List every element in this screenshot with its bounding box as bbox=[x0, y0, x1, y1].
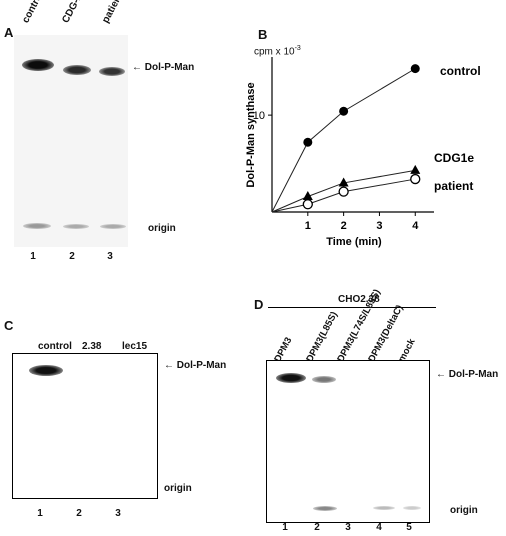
panel-c-lane-label: control bbox=[38, 341, 72, 352]
time-course-chart: 1 2 3 4 10 Dol-P-Man synthase Time (min) co… bbox=[245, 57, 481, 248]
panel-c-letter: C bbox=[4, 318, 14, 333]
y-axis-label: Dol-P-Man synthase bbox=[245, 82, 257, 187]
unit-prefix: cpm x 10 bbox=[254, 46, 295, 58]
series-label-patient: patient bbox=[434, 179, 473, 193]
panel-d-lane-label: DPM3(L85S) bbox=[304, 309, 341, 364]
data-point-patient bbox=[338, 186, 349, 197]
band-origin bbox=[63, 224, 89, 229]
cell-line-bracket bbox=[268, 307, 436, 308]
panel-d-product-label: Dol-P-Man bbox=[448, 369, 499, 380]
band-dol-p-man bbox=[99, 67, 125, 76]
panel-d-cell-line: CHO2.38 bbox=[338, 294, 380, 305]
data-point-control bbox=[410, 64, 420, 74]
panel-a-lane-number: 1 bbox=[30, 251, 36, 262]
data-point-cdg1e bbox=[338, 177, 349, 187]
panel-a-gel bbox=[14, 35, 128, 247]
series-line-cdg1e bbox=[271, 169, 416, 213]
panel-d-origin-label: origin bbox=[450, 505, 478, 516]
panel-d-lane-number: 2 bbox=[314, 522, 320, 533]
chart-axes bbox=[271, 57, 434, 213]
x-tick-label: 2 bbox=[341, 220, 347, 232]
series-label-cdg1e: CDG1e bbox=[434, 151, 474, 165]
panel-a-lane-number: 3 bbox=[107, 251, 113, 262]
panel-c-gel bbox=[12, 353, 158, 499]
band-origin bbox=[100, 224, 126, 229]
panel-d-letter: D bbox=[254, 297, 264, 312]
band-origin bbox=[373, 506, 395, 510]
band-origin bbox=[313, 506, 337, 511]
band-dol-p-man bbox=[22, 59, 54, 71]
panel-c-product-marker: ← Dol-P-Man bbox=[164, 360, 226, 371]
panel-d-lane-number: 1 bbox=[282, 522, 288, 533]
y-tick-label: 10 bbox=[253, 110, 265, 122]
data-point-control bbox=[303, 137, 313, 147]
arrow-left-icon: ← bbox=[164, 360, 174, 371]
panel-d-gel bbox=[266, 360, 430, 523]
panel-a-lane-label: control bbox=[20, 0, 46, 25]
panel-a-letter: A bbox=[4, 25, 14, 40]
data-point-control bbox=[339, 106, 349, 116]
panel-c-origin-label: origin bbox=[164, 483, 192, 494]
arrow-left-icon: ← bbox=[436, 369, 446, 380]
panel-a-lane-label: patient bbox=[100, 0, 126, 26]
panel-c-lane-number: 1 bbox=[37, 508, 43, 519]
x-axis-label: Time (min) bbox=[326, 236, 382, 248]
panel-d-product-marker: ← Dol-P-Man bbox=[436, 369, 498, 380]
series-markers bbox=[302, 64, 421, 210]
arrow-left-icon: ← bbox=[132, 62, 142, 73]
band-dol-p-man bbox=[276, 373, 306, 383]
series-line-control bbox=[271, 68, 416, 213]
series-lines bbox=[271, 68, 416, 213]
data-point-cdg1e bbox=[410, 164, 421, 174]
panel-c-lane-number: 3 bbox=[115, 508, 121, 519]
panel-d-lane-number: 5 bbox=[406, 522, 412, 533]
band-dol-p-man bbox=[29, 365, 63, 376]
data-point-patient bbox=[302, 199, 313, 210]
band-origin bbox=[403, 506, 421, 510]
band-dol-p-man bbox=[312, 376, 336, 383]
y-ticks: 10 bbox=[253, 110, 272, 122]
panel-c-lane-label: 2.38 bbox=[82, 341, 102, 352]
panel-a-product-marker: ← Dol-P-Man bbox=[132, 62, 194, 73]
panel-b-letter: B bbox=[258, 27, 268, 42]
data-point-patient bbox=[410, 173, 421, 185]
series-line-patient bbox=[271, 178, 416, 213]
x-tick-label: 3 bbox=[376, 220, 382, 232]
panel-c-product-label: Dol-P-Man bbox=[176, 360, 227, 371]
panel-a-lane-number: 2 bbox=[69, 251, 75, 262]
x-ticks: 1 2 3 4 bbox=[305, 212, 419, 232]
x-tick-label: 4 bbox=[412, 220, 419, 232]
band-origin bbox=[23, 223, 51, 229]
panel-b-unit: cpm x 10-3 bbox=[254, 45, 301, 57]
panel-a-lane-label: CDG-Ie bbox=[60, 0, 86, 26]
data-point-cdg1e bbox=[302, 191, 313, 200]
panel-d-lane-number: 3 bbox=[345, 522, 351, 533]
panel-d-lane-number: 4 bbox=[376, 522, 382, 533]
panel-a-product-label: Dol-P-Man bbox=[144, 62, 195, 73]
series-label-control: control bbox=[440, 64, 481, 78]
band-dol-p-man bbox=[63, 65, 91, 75]
x-tick-label: 1 bbox=[305, 220, 311, 232]
panel-c-lane-number: 2 bbox=[76, 508, 82, 519]
panel-a-origin-label: origin bbox=[148, 223, 176, 234]
unit-exponent: -3 bbox=[294, 45, 301, 52]
panel-c-lane-label: lec15 bbox=[122, 341, 148, 352]
